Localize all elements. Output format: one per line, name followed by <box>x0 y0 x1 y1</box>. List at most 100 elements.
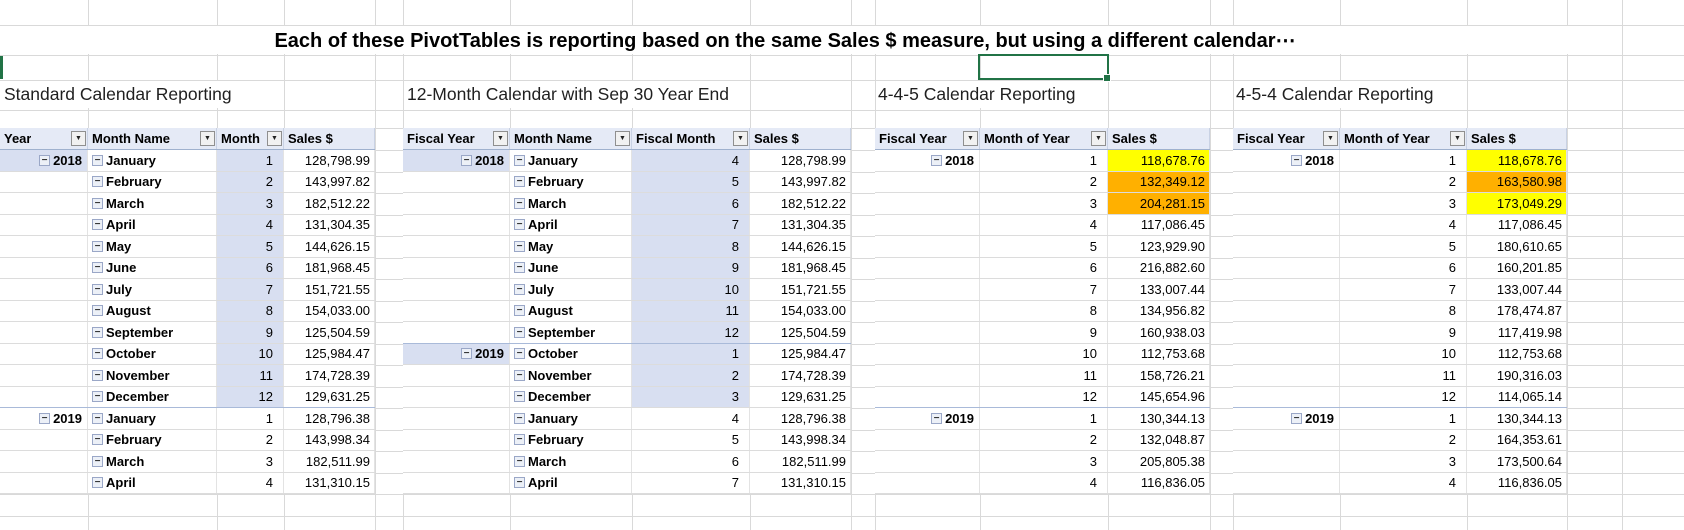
year-cell[interactable] <box>875 365 980 386</box>
sales-value-cell[interactable]: 128,798.99 <box>750 150 851 171</box>
month-name-cell[interactable]: − March <box>510 451 632 472</box>
year-cell[interactable] <box>0 214 88 235</box>
column-header-fiscal-year[interactable]: Fiscal Year ▼ <box>875 128 980 149</box>
month-number-cell[interactable]: 2 <box>217 171 284 192</box>
month-number-cell[interactable]: 4 <box>1340 214 1467 235</box>
section-title-calendar-445[interactable]: 4-4-5 Calendar Reporting <box>878 81 1086 108</box>
collapse-button[interactable]: − <box>514 348 525 360</box>
year-cell[interactable] <box>403 386 510 407</box>
year-cell[interactable] <box>0 451 88 472</box>
collapse-button[interactable]: − <box>931 154 943 166</box>
month-name-cell[interactable]: − February <box>510 429 632 450</box>
collapse-button[interactable]: − <box>514 455 525 467</box>
year-cell[interactable] <box>403 429 510 450</box>
month-number-cell[interactable]: 4 <box>217 472 284 493</box>
month-number-cell[interactable]: 8 <box>980 300 1108 321</box>
collapse-button[interactable]: − <box>39 154 51 166</box>
filter-button-fiscal-year[interactable]: ▼ <box>493 131 508 146</box>
month-number-cell[interactable]: 1 <box>632 343 750 364</box>
collapse-button[interactable]: − <box>92 154 103 166</box>
month-name-cell[interactable]: − December <box>88 386 217 407</box>
year-cell[interactable] <box>403 279 510 300</box>
sales-value-cell[interactable]: 118,678.76 <box>1467 150 1567 171</box>
collapse-button[interactable]: − <box>92 391 103 403</box>
sales-value-cell[interactable]: 118,678.76 <box>1108 150 1210 171</box>
column-header-year[interactable]: Year ▼ <box>0 128 88 149</box>
month-number-cell[interactable]: 4 <box>217 214 284 235</box>
sales-value-cell[interactable]: 117,086.45 <box>1108 214 1210 235</box>
column-header-month-name[interactable]: Month Name ▼ <box>88 128 217 149</box>
collapse-button[interactable]: − <box>92 477 103 489</box>
sales-value-cell[interactable]: 160,201.85 <box>1467 257 1567 278</box>
collapse-button[interactable]: − <box>514 283 525 295</box>
filter-button-month-name[interactable]: ▼ <box>200 131 215 146</box>
month-number-cell[interactable]: 5 <box>980 236 1108 257</box>
collapse-button[interactable]: − <box>92 240 103 252</box>
month-name-cell[interactable]: − October <box>88 343 217 364</box>
sales-value-cell[interactable]: 131,310.15 <box>750 472 851 493</box>
sales-value-cell[interactable]: 178,474.87 <box>1467 300 1567 321</box>
year-cell[interactable] <box>0 171 88 192</box>
sales-value-cell[interactable]: 130,344.13 <box>1108 408 1210 429</box>
sales-value-cell[interactable]: 151,721.55 <box>750 279 851 300</box>
collapse-button[interactable]: − <box>92 455 103 467</box>
sales-value-cell[interactable]: 123,929.90 <box>1108 236 1210 257</box>
sales-value-cell[interactable]: 129,631.25 <box>284 386 375 407</box>
sales-value-cell[interactable]: 182,511.99 <box>750 451 851 472</box>
collapse-button[interactable]: − <box>514 219 525 231</box>
month-name-cell[interactable]: − April <box>88 214 217 235</box>
year-cell[interactable] <box>403 472 510 493</box>
year-cell[interactable] <box>1233 193 1340 214</box>
sales-value-cell[interactable]: 125,984.47 <box>750 343 851 364</box>
month-number-cell[interactable]: 7 <box>217 279 284 300</box>
year-cell[interactable] <box>403 300 510 321</box>
month-number-cell[interactable]: 7 <box>632 472 750 493</box>
sales-value-cell[interactable]: 180,610.65 <box>1467 236 1567 257</box>
month-name-cell[interactable]: − November <box>510 365 632 386</box>
year-cell[interactable]: −2018 <box>0 150 88 171</box>
year-cell[interactable] <box>0 472 88 493</box>
month-number-cell[interactable]: 10 <box>217 343 284 364</box>
collapse-button[interactable]: − <box>461 348 473 360</box>
sales-value-cell[interactable]: 174,728.39 <box>284 365 375 386</box>
year-cell[interactable] <box>875 429 980 450</box>
month-number-cell[interactable]: 3 <box>217 451 284 472</box>
sales-value-cell[interactable]: 117,419.98 <box>1467 322 1567 343</box>
month-number-cell[interactable]: 2 <box>1340 429 1467 450</box>
month-number-cell[interactable]: 5 <box>217 236 284 257</box>
year-cell[interactable] <box>1233 472 1340 493</box>
sales-value-cell[interactable]: 204,281.15 <box>1108 193 1210 214</box>
year-cell[interactable] <box>1233 451 1340 472</box>
month-number-cell[interactable]: 5 <box>632 171 750 192</box>
month-number-cell[interactable]: 6 <box>1340 257 1467 278</box>
sales-value-cell[interactable]: 181,968.45 <box>750 257 851 278</box>
year-cell[interactable] <box>1233 365 1340 386</box>
month-number-cell[interactable]: 6 <box>632 451 750 472</box>
column-header-sales[interactable]: Sales $ <box>1108 128 1210 149</box>
year-cell[interactable]: −2019 <box>403 343 510 364</box>
year-cell[interactable] <box>0 279 88 300</box>
month-name-cell[interactable]: − February <box>88 171 217 192</box>
month-number-cell[interactable]: 11 <box>632 300 750 321</box>
column-header-sales[interactable]: Sales $ <box>284 128 375 149</box>
month-name-cell[interactable]: − March <box>88 193 217 214</box>
month-number-cell[interactable]: 12 <box>1340 386 1467 407</box>
collapse-button[interactable]: − <box>514 412 525 424</box>
month-name-cell[interactable]: − April <box>88 472 217 493</box>
collapse-button[interactable]: − <box>92 348 103 360</box>
year-cell[interactable] <box>0 343 88 364</box>
month-number-cell[interactable]: 7 <box>632 214 750 235</box>
month-number-cell[interactable]: 9 <box>217 322 284 343</box>
month-name-cell[interactable]: − March <box>88 451 217 472</box>
month-name-cell[interactable]: − August <box>88 300 217 321</box>
column-header-month[interactable]: Month ▼ <box>217 128 284 149</box>
month-name-cell[interactable]: − April <box>510 214 632 235</box>
collapse-button[interactable]: − <box>461 154 473 166</box>
month-number-cell[interactable]: 7 <box>1340 279 1467 300</box>
month-name-cell[interactable]: − March <box>510 193 632 214</box>
sales-value-cell[interactable]: 174,728.39 <box>750 365 851 386</box>
sales-value-cell[interactable]: 173,049.29 <box>1467 193 1567 214</box>
collapse-button[interactable]: − <box>92 219 103 231</box>
month-number-cell[interactable]: 3 <box>980 451 1108 472</box>
month-number-cell[interactable]: 1 <box>980 408 1108 429</box>
